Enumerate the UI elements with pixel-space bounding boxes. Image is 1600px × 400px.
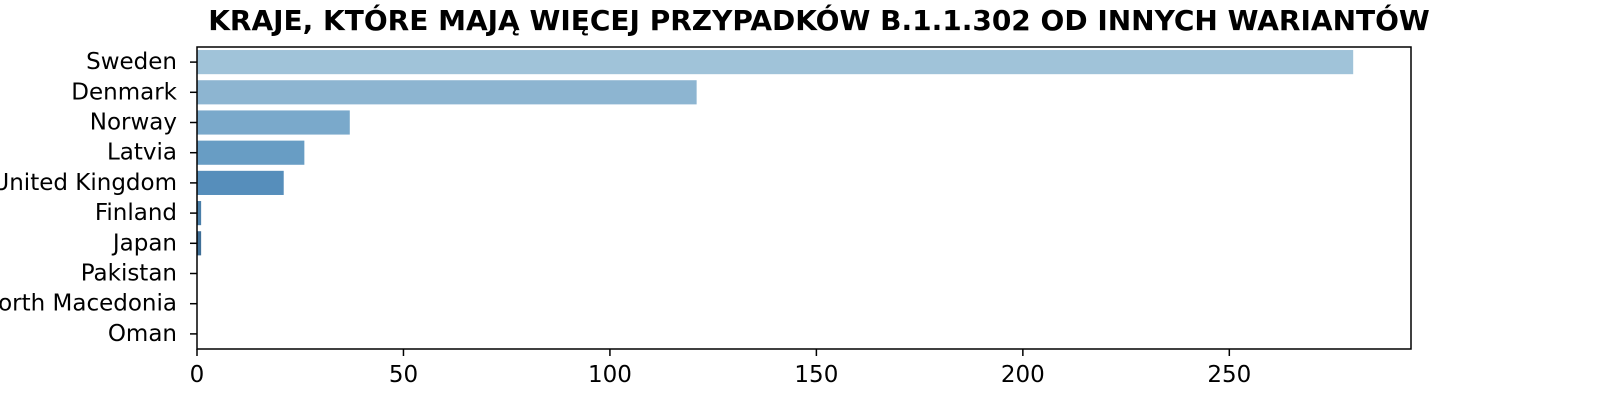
- x-tick-label: 250: [1207, 362, 1251, 388]
- bar-sweden: [197, 50, 1354, 75]
- bar-latvia: [197, 140, 305, 165]
- y-tick-label: North Macedonia: [0, 291, 177, 317]
- y-tick-label: Oman: [108, 321, 177, 347]
- x-tick-label: 200: [1001, 362, 1045, 388]
- y-tick-labels: Sweden Denmark Norway Latvia United Kingdom F…: [0, 49, 197, 347]
- bar-finland: [197, 201, 202, 226]
- x-tick-label: 0: [190, 362, 205, 388]
- x-axis-ticks: 0 50 100 150 200 250: [190, 349, 1251, 388]
- y-tick-label: Norway: [90, 110, 177, 136]
- bar-united-kingdom: [197, 170, 284, 195]
- x-tick-label: 100: [588, 362, 632, 388]
- x-tick-label: 150: [794, 362, 838, 388]
- plot-frame: [196, 46, 1412, 350]
- y-tick-label: Finland: [95, 200, 177, 226]
- bars-group: [197, 50, 1354, 256]
- bar-norway: [197, 110, 350, 135]
- y-tick-label: Denmark: [71, 79, 177, 105]
- y-tick-label: Pakistan: [81, 261, 177, 287]
- x-tick-label: 50: [389, 362, 418, 388]
- y-tick-label: Sweden: [86, 49, 177, 75]
- y-tick-label: Latvia: [107, 140, 177, 166]
- y-tick-label: United Kingdom: [0, 170, 177, 196]
- bar-denmark: [197, 80, 697, 105]
- chart-title: KRAJE, KTÓRE MAJĄ WIĘCEJ PRZYPADKÓW B.1.…: [208, 3, 1430, 37]
- bar-japan: [197, 231, 202, 256]
- y-tick-label: Japan: [111, 230, 177, 256]
